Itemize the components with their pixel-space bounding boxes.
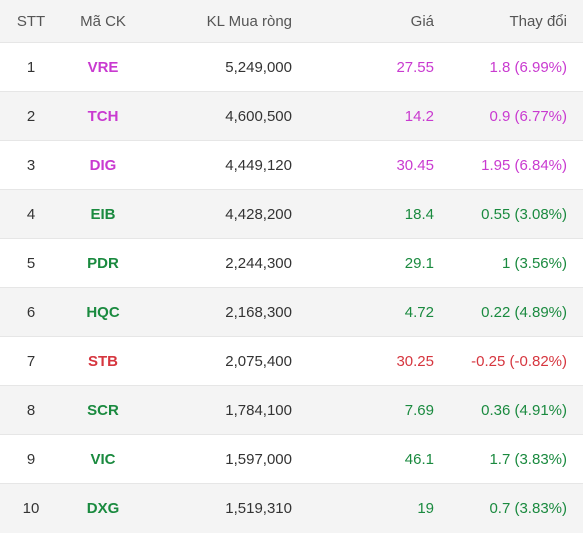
header-price: Giá	[410, 12, 434, 30]
table-row[interactable]: 9 VIC 1,597,000 46.1 1.7 (3.83%)	[0, 435, 583, 484]
table-row[interactable]: 5 PDR 2,244,300 29.1 1 (3.56%)	[0, 239, 583, 288]
row-stt: 7	[26, 352, 36, 370]
row-change: 1.95 (6.84%)	[481, 156, 567, 174]
row-change: 1 (3.56%)	[501, 254, 567, 272]
table-row[interactable]: 1 VRE 5,249,000 27.55 1.8 (6.99%)	[0, 43, 583, 92]
row-net-volume: 2,075,400	[225, 352, 292, 370]
row-stock-code[interactable]: EIB	[90, 205, 116, 223]
row-stt: 1	[26, 58, 36, 76]
row-net-volume: 2,244,300	[225, 254, 292, 272]
row-change: 1.8 (6.99%)	[489, 58, 567, 76]
table-row[interactable]: 4 EIB 4,428,200 18.4 0.55 (3.08%)	[0, 190, 583, 239]
header-change: Thay đổi	[509, 12, 567, 30]
header-stt: STT	[16, 12, 46, 30]
row-price: 7.69	[404, 401, 434, 419]
row-stt: 6	[26, 303, 36, 321]
table-header: STT Mã CK KL Mua ròng Giá Thay đổi	[0, 0, 583, 43]
table-row[interactable]: 10 DXG 1,519,310 19 0.7 (3.83%)	[0, 484, 583, 533]
row-stt: 2	[26, 107, 36, 125]
row-net-volume: 4,428,200	[225, 205, 292, 223]
table-row[interactable]: 3 DIG 4,449,120 30.45 1.95 (6.84%)	[0, 141, 583, 190]
row-net-volume: 1,784,100	[225, 401, 292, 419]
row-net-volume: 4,449,120	[225, 156, 292, 174]
row-stt: 8	[26, 401, 36, 419]
row-price: 30.45	[396, 156, 434, 174]
row-stock-code[interactable]: DXG	[86, 500, 120, 517]
row-change: 0.36 (4.91%)	[481, 401, 567, 419]
row-net-volume: 5,249,000	[225, 58, 292, 76]
row-price: 18.4	[404, 205, 434, 223]
row-stt: 9	[26, 450, 36, 468]
row-stock-code[interactable]: SCR	[87, 401, 119, 419]
row-stock-code[interactable]: HQC	[86, 303, 120, 321]
row-price: 30.25	[396, 352, 434, 370]
row-stock-code[interactable]: VRE	[87, 58, 119, 76]
row-change: 0.22 (4.89%)	[481, 303, 567, 321]
table-row[interactable]: 6 HQC 2,168,300 4.72 0.22 (4.89%)	[0, 288, 583, 337]
row-change: 0.9 (6.77%)	[489, 107, 567, 125]
row-price: 4.72	[404, 303, 434, 321]
row-stock-code[interactable]: TCH	[87, 107, 119, 125]
header-volume: KL Mua ròng	[206, 12, 292, 30]
row-net-volume: 1,597,000	[225, 450, 292, 468]
row-net-volume: 4,600,500	[225, 107, 292, 125]
row-price: 19	[417, 500, 434, 517]
row-stock-code[interactable]: STB	[88, 352, 118, 370]
table-row[interactable]: 8 SCR 1,784,100 7.69 0.36 (4.91%)	[0, 386, 583, 435]
row-change: 0.7 (3.83%)	[489, 500, 567, 517]
row-change: -0.25 (-0.82%)	[471, 352, 567, 370]
row-net-volume: 2,168,300	[225, 303, 292, 321]
table-row[interactable]: 2 TCH 4,600,500 14.2 0.9 (6.77%)	[0, 92, 583, 141]
row-price: 14.2	[404, 107, 434, 125]
row-stock-code[interactable]: PDR	[87, 254, 119, 272]
row-stt: 3	[26, 156, 36, 174]
row-stt: 4	[26, 205, 36, 223]
row-net-volume: 1,519,310	[225, 500, 292, 517]
row-stt: 5	[26, 254, 36, 272]
row-price: 27.55	[396, 58, 434, 76]
row-price: 29.1	[404, 254, 434, 272]
row-price: 46.1	[404, 450, 434, 468]
table-body: 1 VRE 5,249,000 27.55 1.8 (6.99%) 2 TCH 4,600,5…	[0, 43, 583, 533]
row-stock-code[interactable]: DIG	[89, 156, 117, 174]
table-row[interactable]: 7 STB 2,075,400 30.25 -0.25 (-0.82%)	[0, 337, 583, 386]
row-stt: 10	[22, 500, 40, 517]
row-change: 1.7 (3.83%)	[489, 450, 567, 468]
header-code: Mã CK	[80, 12, 126, 30]
row-stock-code[interactable]: VIC	[90, 450, 116, 468]
row-change: 0.55 (3.08%)	[481, 205, 567, 223]
